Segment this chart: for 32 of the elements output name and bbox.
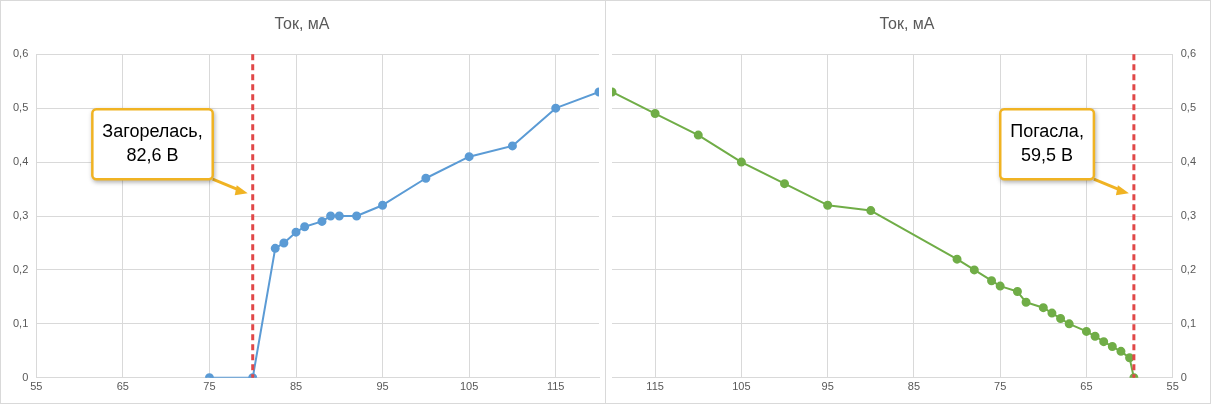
x-tick-label: 115 [646, 380, 664, 393]
y-tick-label: 0 [22, 370, 29, 383]
x-tick-label: 75 [203, 380, 216, 393]
y2-tick-label: 0,4 [1180, 155, 1197, 168]
y-tick-label: 0,4 [12, 155, 29, 168]
x-tick-label: 65 [116, 380, 129, 393]
y-tick-label: 0,3 [12, 209, 29, 222]
y-tick-label: 0,5 [12, 101, 29, 114]
chart-title: Ток, мА [879, 15, 935, 33]
x-tick-label: 85 [289, 380, 303, 393]
y2-tick-label: 0,1 [1180, 316, 1197, 329]
x-tick-label: 75 [994, 380, 1007, 393]
y2-tick-label: 0,6 [1180, 47, 1197, 60]
y2-tick-label: 0,3 [1180, 209, 1197, 222]
x-tick-label: 105 [732, 380, 751, 393]
x-tick-label: 65 [1080, 380, 1093, 393]
y2-tick-label: 0,5 [1180, 101, 1197, 114]
x-tick-label: 105 [459, 380, 479, 393]
y2-tick-label: 0 [1180, 370, 1187, 383]
ref-line-label: Погасла, 59,5 В [1010, 121, 1084, 166]
x-tick-label: 55 [30, 380, 43, 393]
ref-line-label: Загорелась, 82,6 В [102, 121, 203, 166]
y-tick-label: 0,1 [12, 316, 29, 329]
chart-title: Ток, мА [274, 15, 330, 33]
y2-tick-label: 0,2 [1180, 262, 1197, 275]
x-tick-label: 85 [907, 380, 921, 393]
x-tick-label: 95 [376, 380, 389, 393]
x-tick-label: 55 [1166, 380, 1179, 393]
y-tick-label: 0,2 [12, 262, 29, 275]
x-tick-label: 95 [821, 380, 834, 393]
x-tick-label: 115 [546, 380, 565, 393]
y-tick-label: 0,6 [12, 47, 29, 60]
